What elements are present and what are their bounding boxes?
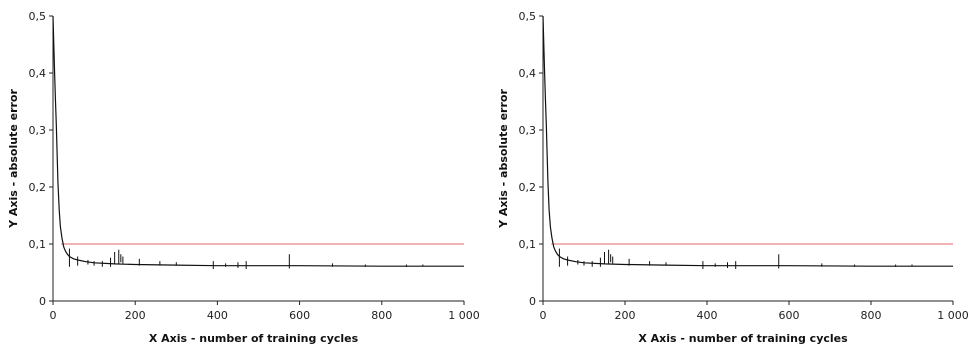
y-axis-label: Y Axis - absolute error: [497, 89, 510, 229]
y-tick-label: 0,3: [29, 124, 47, 137]
y-tick-label: 0,1: [29, 238, 47, 251]
x-tick-label: 800: [861, 309, 882, 322]
y-tick-label: 0: [529, 295, 536, 308]
chart-panel-2: 0 0,1 0,2 0,3 0,4 0,5 0 200 400 600 800 1 000 X Axis…: [497, 10, 969, 345]
x-tick-label: 0: [540, 309, 547, 322]
x-tick-label: 1 000: [448, 309, 480, 322]
y-tick-label: 0,1: [519, 238, 537, 251]
x-tick-label: 200: [615, 309, 636, 322]
y-tick-label: 0,4: [519, 67, 537, 80]
x-tick-label: 600: [289, 309, 310, 322]
x-tick-label: 200: [125, 309, 146, 322]
y-tick-label: 0,3: [519, 124, 537, 137]
x-tick-label: 600: [779, 309, 800, 322]
x-tick-label: 400: [697, 309, 718, 322]
y-axis-label: Y Axis - absolute error: [7, 89, 20, 229]
y-tick-label: 0,4: [29, 67, 47, 80]
x-tick-label: 800: [371, 309, 392, 322]
y-tick-label: 0,5: [29, 10, 47, 23]
chart-panel-1: 0 0,1 0,2 0,3 0,4 0,5 0 200 400 600 800 1 000 X Axis…: [7, 10, 480, 345]
x-axis-label: X Axis - number of training cycles: [149, 332, 359, 345]
y-tick-label: 0,5: [519, 10, 537, 23]
x-axis-label: X Axis - number of training cycles: [638, 332, 848, 345]
error-curve: [542, 15, 953, 267]
x-tick-label: 400: [207, 309, 228, 322]
x-tick-label: 0: [50, 309, 57, 322]
y-tick-label: 0: [39, 295, 46, 308]
error-curve: [52, 15, 464, 267]
y-tick-label: 0,2: [29, 181, 47, 194]
y-tick-label: 0,2: [519, 181, 537, 194]
x-tick-label: 1 000: [937, 309, 969, 322]
